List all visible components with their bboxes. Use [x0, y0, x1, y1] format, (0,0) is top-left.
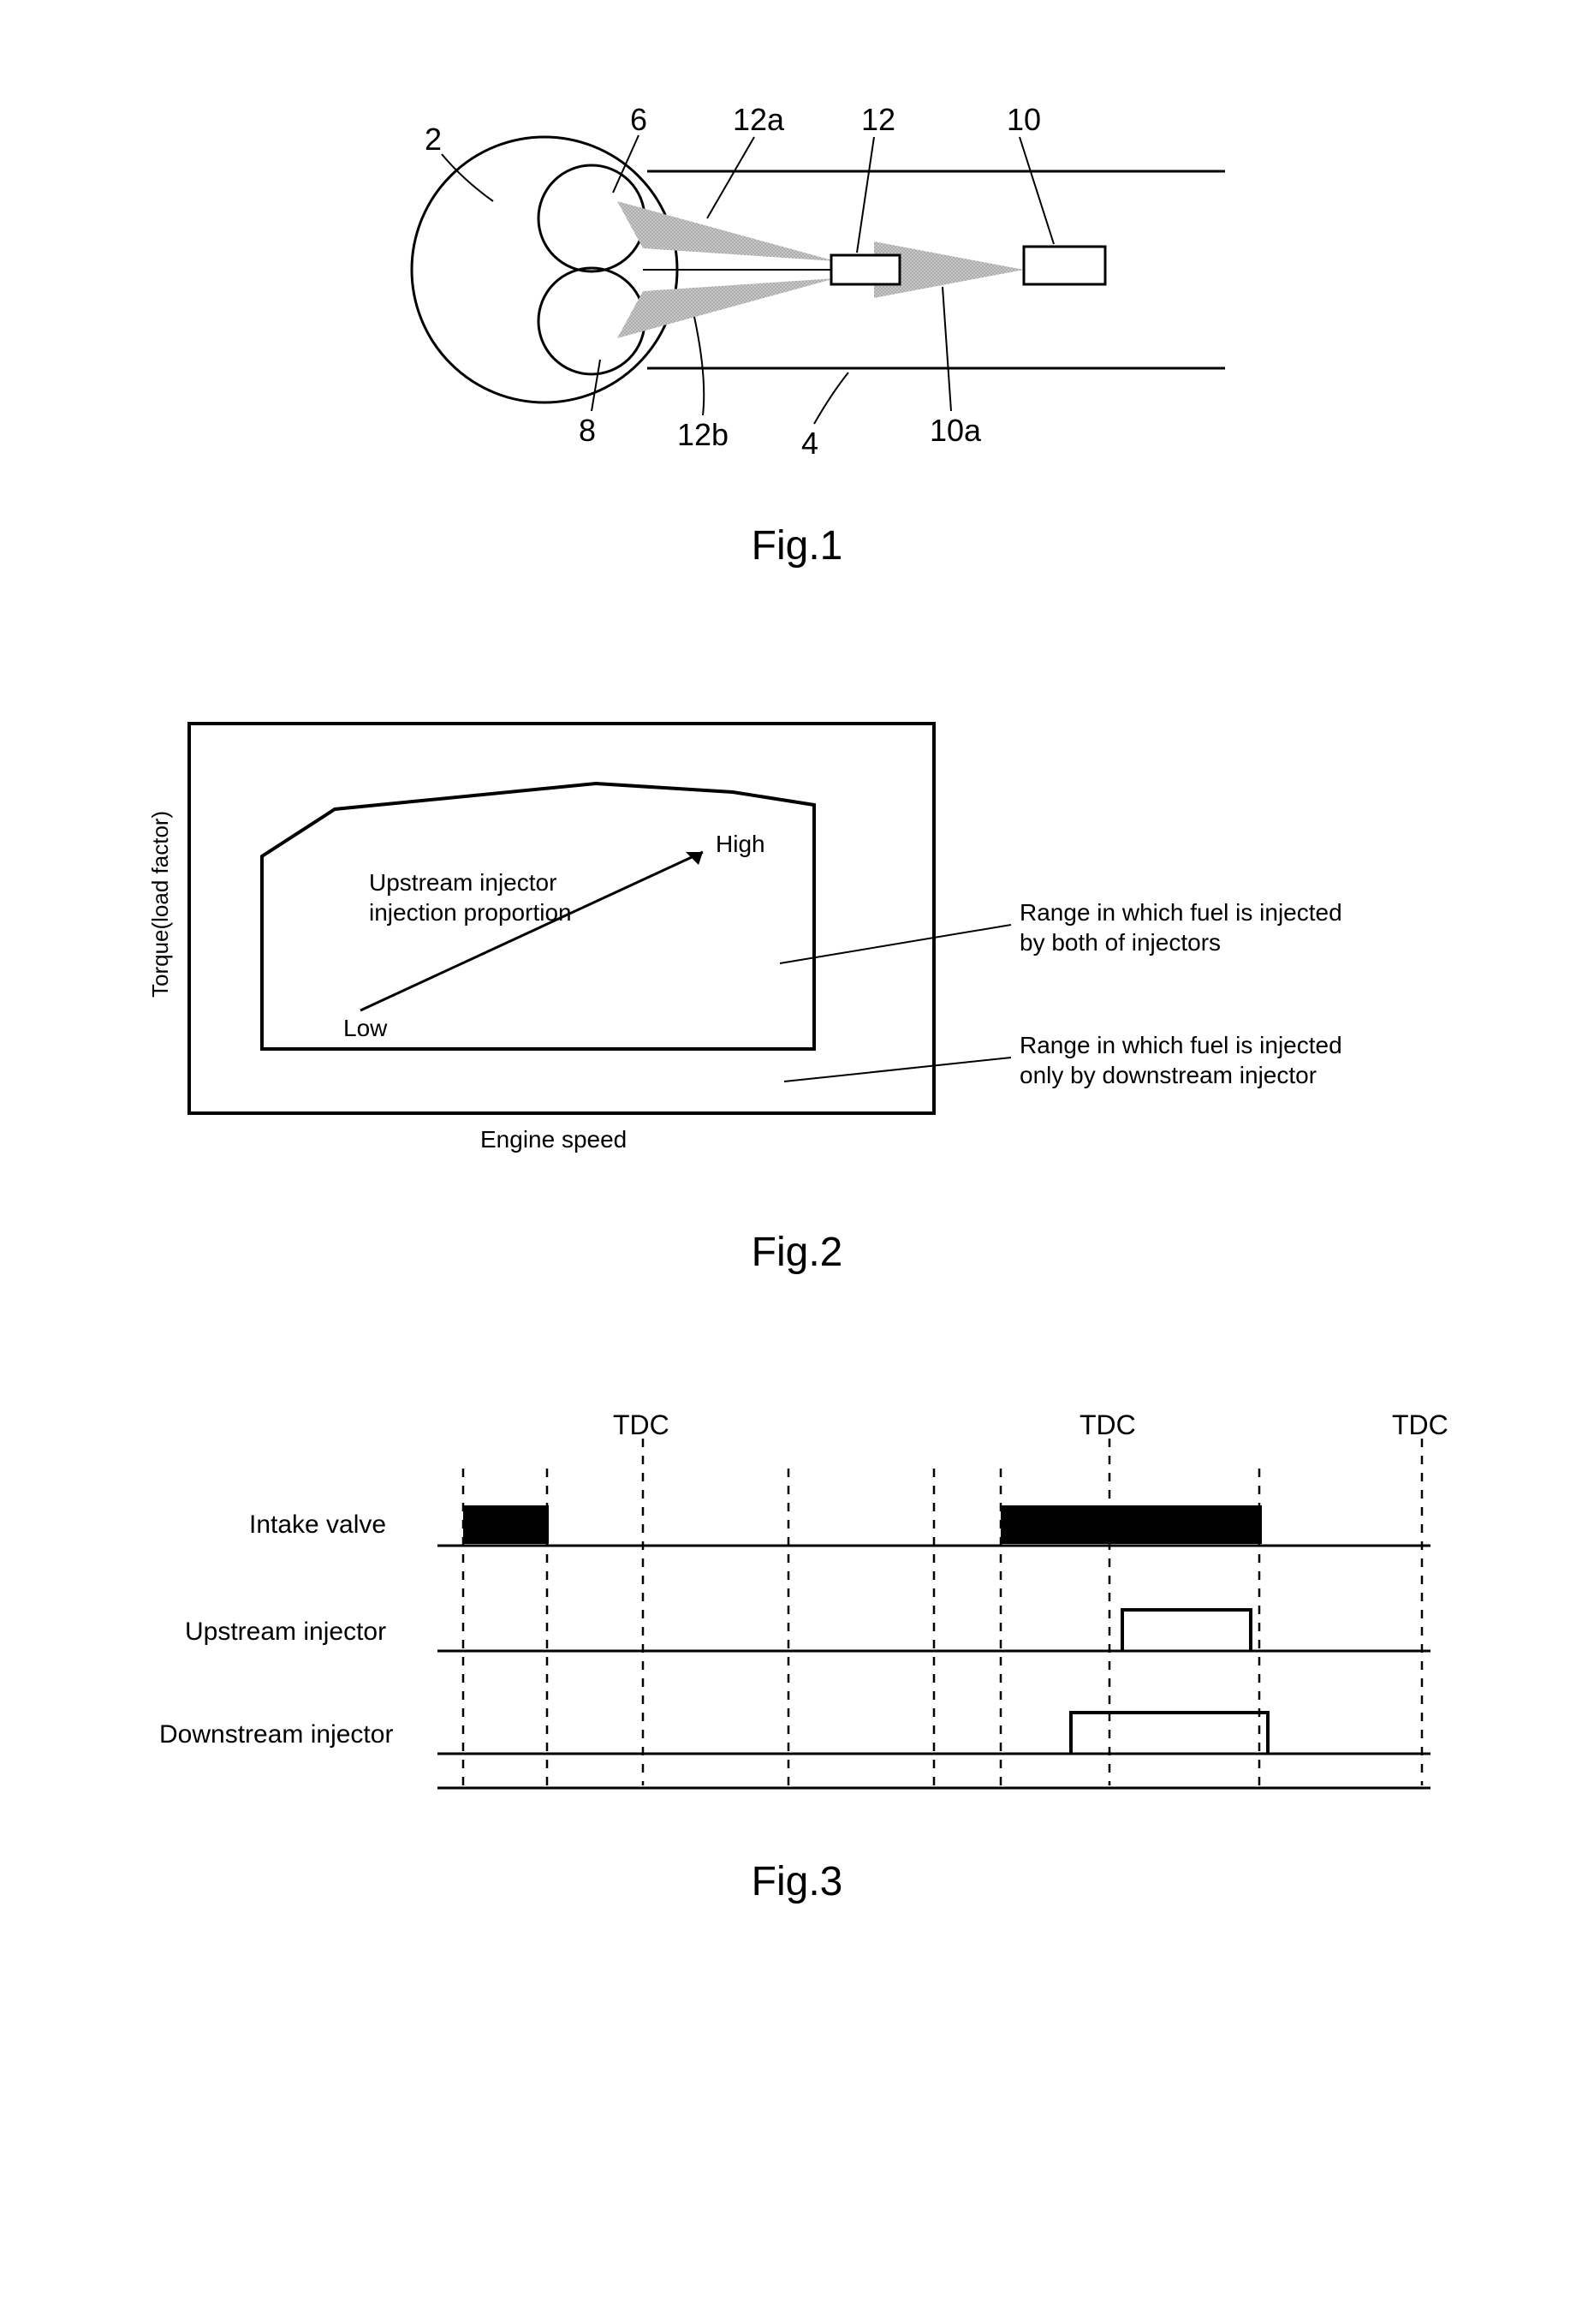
cylinder-circle	[412, 137, 677, 402]
callout-6: 6	[630, 102, 647, 137]
fig3-row2-label: Upstream injector	[185, 1618, 386, 1646]
fig3-intake-bar1	[463, 1505, 549, 1544]
figure-1: 2 6 12a 12 10 8 12b 4 10a Fig.1	[0, 51, 1594, 569]
fig2-rlabel-b2: only by downstream injector	[1020, 1062, 1317, 1088]
fig2-xlabel: Engine speed	[480, 1126, 627, 1153]
injector-10-body	[1024, 247, 1105, 284]
fig3-upstream-pulse	[1122, 1610, 1251, 1651]
figure-2: Torque(load factor) Low High Upstream in…	[0, 672, 1594, 1276]
callout-2: 2	[425, 122, 442, 157]
fig3-downstream-pulse	[1071, 1713, 1268, 1754]
fig2-low: Low	[343, 1015, 388, 1041]
fig2-svg: Torque(load factor) Low High Upstream in…	[69, 672, 1525, 1203]
fig2-rlabel-t2: by both of injectors	[1020, 929, 1221, 956]
fig2-ylabel: Torque(load factor)	[147, 811, 173, 998]
injector-12-body	[831, 255, 900, 284]
fig3-dashes	[463, 1439, 1422, 1785]
fig2-label: Fig.2	[752, 1229, 843, 1276]
callout-10a: 10a	[930, 413, 982, 448]
callout-8: 8	[579, 413, 596, 448]
leader-10	[1020, 137, 1054, 244]
fig3-intake-bar2	[1001, 1505, 1262, 1544]
fig3-row3-label: Downstream injector	[159, 1720, 393, 1749]
leader-6	[613, 135, 639, 193]
fig2-rlabel-b1: Range in which fuel is injected	[1020, 1032, 1342, 1058]
spray-12b	[617, 278, 836, 338]
callout-12b: 12b	[677, 417, 729, 452]
fig3-row1-label: Intake valve	[249, 1511, 386, 1539]
fig3-tdc-2: TDC	[1080, 1409, 1136, 1440]
fig2-leader-bottom	[784, 1058, 1011, 1082]
leader-10a	[943, 287, 951, 411]
callout-4: 4	[801, 426, 818, 461]
leader-12a	[707, 137, 754, 218]
callout-12: 12	[861, 102, 895, 137]
fig3-label: Fig.3	[752, 1858, 843, 1905]
leader-8	[592, 360, 600, 411]
leader-4	[814, 372, 848, 424]
fig3-svg: TDC TDC TDC Intake valve Upstream inject…	[112, 1379, 1482, 1832]
figure-3: TDC TDC TDC Intake valve Upstream inject…	[0, 1379, 1594, 1905]
spray-12a	[617, 201, 836, 261]
fig2-high: High	[716, 831, 765, 857]
fig3-tdc-3: TDC	[1392, 1409, 1448, 1440]
fig2-rlabel-t1: Range in which fuel is injected	[1020, 899, 1342, 926]
fig3-tdc-1: TDC	[613, 1409, 669, 1440]
fig1-label: Fig.1	[752, 522, 843, 569]
leader-12	[857, 137, 874, 253]
fig1-svg: 2 6 12a 12 10 8 12b 4 10a	[326, 51, 1268, 497]
fig2-arrowlabel2: injection proportion	[369, 899, 572, 926]
callout-10: 10	[1007, 102, 1041, 137]
fig2-arrowlabel1: Upstream injector	[369, 869, 556, 896]
leader-12b	[694, 317, 704, 415]
callout-12a: 12a	[733, 102, 785, 137]
